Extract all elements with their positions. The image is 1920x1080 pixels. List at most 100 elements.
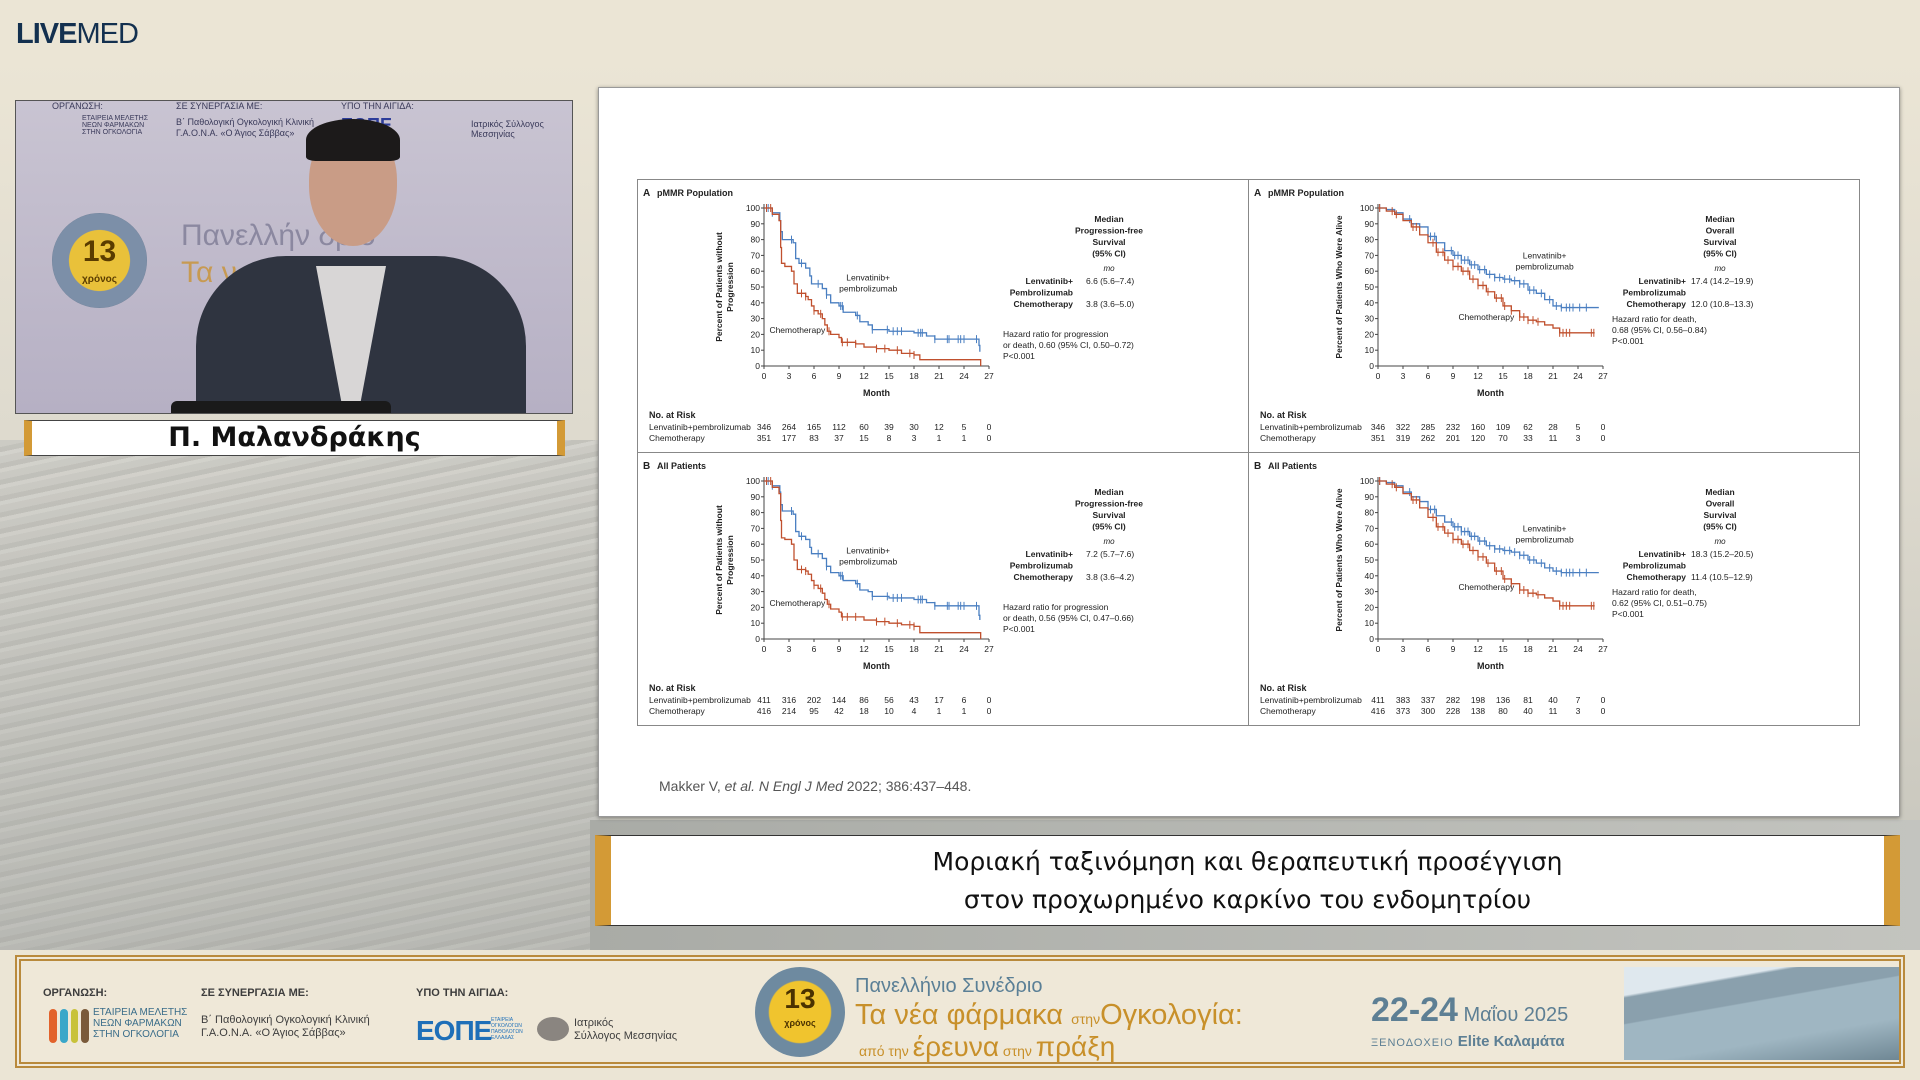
livemed-logo: LIVEMED <box>16 18 139 50</box>
group-name: Chemotherapy <box>1626 299 1686 309</box>
y-axis-label: Progression <box>725 262 735 312</box>
hazard-ratio-text: Hazard ratio for death, <box>1612 314 1697 324</box>
collab-name: Β΄ Παθολογική Ογκολογική Κλινική Γ.Α.Ο.Ν.… <box>201 1014 370 1039</box>
risk-row-label: Chemotherapy <box>1260 706 1317 716</box>
risk-value: 60 <box>859 422 869 432</box>
risk-value: 0 <box>987 422 992 432</box>
y-tick-label: 10 <box>1365 345 1375 355</box>
risk-value: 136 <box>1496 695 1510 705</box>
y-tick-label: 50 <box>1365 282 1375 292</box>
median-value: 18.3 (15.2–20.5) <box>1691 549 1754 559</box>
x-tick-label: 24 <box>959 371 969 381</box>
curve-label: Chemotherapy <box>1458 582 1515 592</box>
risk-value: 4 <box>912 706 917 716</box>
risk-value: 351 <box>757 433 771 443</box>
risk-value: 10 <box>884 706 894 716</box>
hazard-ratio-text: Hazard ratio for progression <box>1003 329 1109 339</box>
x-tick-label: 24 <box>959 644 969 654</box>
x-tick-label: 12 <box>1473 371 1483 381</box>
y-tick-label: 20 <box>1365 329 1375 339</box>
y-tick-label: 40 <box>1365 571 1375 581</box>
risk-value: 39 <box>884 422 894 432</box>
risk-value: 285 <box>1421 422 1435 432</box>
y-tick-label: 60 <box>1365 539 1375 549</box>
y-tick-label: 100 <box>746 476 760 486</box>
y-axis-label: Percent of Patients Who Were Alive <box>1334 488 1344 631</box>
y-tick-label: 90 <box>1365 219 1375 229</box>
group-name: Pembrolizumab <box>1623 561 1686 571</box>
risk-value: 81 <box>1523 695 1533 705</box>
risk-value: 3 <box>1576 706 1581 716</box>
risk-value: 322 <box>1396 422 1410 432</box>
panel-title: pMMR Population <box>657 188 733 198</box>
y-tick-label: 30 <box>1365 587 1375 597</box>
backdrop-13-years-badge: 13 χρόνος <box>52 213 147 308</box>
y-tick-label: 100 <box>1360 203 1374 213</box>
x-tick-label: 21 <box>1548 371 1558 381</box>
hazard-ratio-text: 0.62 (95% CI, 0.51–0.75) <box>1612 598 1707 608</box>
x-tick-label: 3 <box>787 644 792 654</box>
y-tick-label: 50 <box>1365 555 1375 565</box>
median-value: 11.4 (10.5–12.9) <box>1691 572 1753 582</box>
median-value: 7.2 (5.7–7.6) <box>1086 549 1134 559</box>
risk-value: 264 <box>782 422 796 432</box>
y-axis-label: Percent of Patients without <box>714 505 724 615</box>
backdrop-medical-association: Ιατρικός Σύλλογος Μεσσηνίας <box>471 119 544 139</box>
x-tick-label: 18 <box>909 644 919 654</box>
x-tick-label: 18 <box>1523 371 1533 381</box>
risk-title: No. at Risk <box>649 410 697 420</box>
group-name: Chemotherapy <box>1013 299 1073 309</box>
curve-label: Chemotherapy <box>769 325 826 335</box>
unit-label: mo <box>1714 264 1726 273</box>
y-tick-label: 70 <box>751 523 761 533</box>
risk-value: 12 <box>934 422 944 432</box>
hazard-ratio-text: P<0.001 <box>1003 351 1035 361</box>
risk-value: 138 <box>1471 706 1485 716</box>
risk-value: 346 <box>1371 422 1385 432</box>
x-axis-label: Month <box>863 661 890 671</box>
risk-value: 120 <box>1471 433 1485 443</box>
risk-row-label: Lenvatinib+pembrolizumab <box>1260 695 1362 705</box>
x-tick-label: 9 <box>1451 644 1456 654</box>
medical-association-logo-icon <box>537 1017 569 1041</box>
conference-subtitle: από την έρευνα στην πράξη <box>859 1031 1116 1062</box>
hazard-ratio-text: P<0.001 <box>1003 624 1035 634</box>
curve-label: Lenvatinib+ <box>846 273 890 283</box>
risk-value: 201 <box>1446 433 1460 443</box>
risk-row-label: Chemotherapy <box>649 706 706 716</box>
y-tick-label: 0 <box>1369 361 1374 371</box>
y-axis-label: Percent of Patients without <box>714 232 724 342</box>
y-tick-label: 30 <box>751 314 761 324</box>
talk-title-line2: στον προχωρημένο καρκίνο του ενδομητρίου <box>963 885 1532 914</box>
aegis-label: ΥΠΟ ΤΗΝ ΑΙΓΙΔΑ: <box>416 987 509 999</box>
backdrop-org-label: ΟΡΓΑΝΩΣΗ: <box>52 101 103 111</box>
y-tick-label: 50 <box>751 282 761 292</box>
risk-value: 3 <box>912 433 917 443</box>
podium-laptop <box>171 401 391 413</box>
y-tick-label: 40 <box>751 298 761 308</box>
y-tick-label: 90 <box>751 219 761 229</box>
group-name: Chemotherapy <box>1013 572 1073 582</box>
risk-value: 351 <box>1371 433 1385 443</box>
speaker-hair <box>306 119 400 161</box>
eope-logo: ΕΟΠΕ <box>416 1015 492 1046</box>
risk-value: 7 <box>1576 695 1581 705</box>
hazard-ratio-text: 0.68 (95% CI, 0.56–0.84) <box>1612 325 1707 335</box>
y-tick-label: 30 <box>1365 314 1375 324</box>
y-tick-label: 80 <box>1365 235 1375 245</box>
median-value: 17.4 (14.2–19.9) <box>1691 276 1754 286</box>
risk-value: 1 <box>962 706 967 716</box>
curve-label: Chemotherapy <box>1458 312 1515 322</box>
risk-value: 18 <box>859 706 869 716</box>
curve-label: Lenvatinib+ <box>1523 251 1567 261</box>
x-tick-label: 21 <box>934 644 944 654</box>
risk-value: 373 <box>1396 706 1410 716</box>
median-header: Median <box>1094 487 1123 497</box>
median-header: Median <box>1705 487 1734 497</box>
median-value: 3.8 (3.6–5.0) <box>1086 299 1134 309</box>
